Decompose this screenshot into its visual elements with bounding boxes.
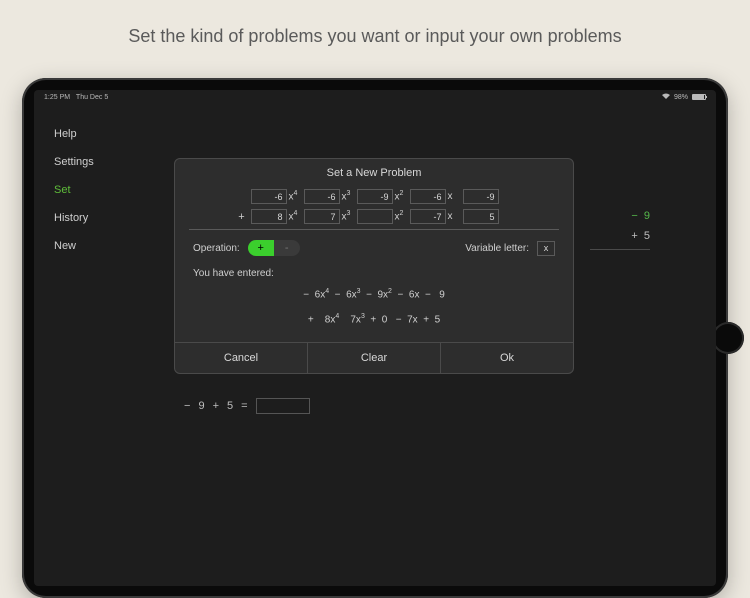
- status-date: Thu Dec 5: [76, 94, 108, 101]
- bg-rule: [590, 249, 650, 250]
- answer-input[interactable]: [256, 398, 310, 414]
- variable-input[interactable]: x: [537, 241, 555, 256]
- clear-button[interactable]: Clear: [307, 343, 440, 373]
- r1-c4[interactable]: [251, 189, 287, 204]
- sidebar-item-new[interactable]: New: [54, 240, 94, 252]
- battery-icon: [692, 94, 706, 100]
- bg-v2: 5: [644, 230, 650, 242]
- r2-c1[interactable]: [410, 209, 446, 224]
- status-time: 1:25 PM: [44, 94, 70, 101]
- polynomial-row-2: + x4 x3 x2 x: [175, 209, 573, 224]
- r1-c3[interactable]: [304, 189, 340, 204]
- dialog-buttons: Cancel Clear Ok: [175, 342, 573, 373]
- r2-c3[interactable]: [304, 209, 340, 224]
- r1-v2: x2: [395, 190, 407, 202]
- cancel-button[interactable]: Cancel: [175, 343, 307, 373]
- sidebar-item-help[interactable]: Help: [54, 128, 94, 140]
- r1-v1: x: [448, 191, 460, 202]
- entered-line1: − 6x4 − 6x3 − 9x2 − 6x − 9: [193, 283, 555, 304]
- sidebar-item-set[interactable]: Set: [54, 184, 94, 196]
- wifi-icon: [662, 93, 670, 101]
- r2-v2: x2: [395, 210, 407, 222]
- background-equation: − 9 + 5 =: [184, 398, 310, 414]
- eq-s1: −: [184, 400, 190, 412]
- r2-c4[interactable]: [251, 209, 287, 224]
- variable-label: Variable letter:: [465, 243, 529, 254]
- r2-v4: x4: [289, 210, 301, 222]
- polynomial-row-1: x4 x3 x2 x: [175, 189, 573, 204]
- r1-c0[interactable]: [463, 189, 499, 204]
- r1-v3: x3: [342, 190, 354, 202]
- dialog-rule: [189, 229, 559, 230]
- background-problem-right: − 9 + 5: [590, 206, 650, 250]
- r1-c2[interactable]: [357, 189, 393, 204]
- entered-label: You have entered:: [193, 268, 274, 279]
- sidebar-item-settings[interactable]: Settings: [54, 156, 94, 168]
- screen: 1:25 PM Thu Dec 5 98% Help Settings Set …: [34, 90, 716, 586]
- status-right: 98%: [662, 93, 706, 101]
- sidebar: Help Settings Set History New: [54, 128, 94, 252]
- banner-text: Set the kind of problems you want or inp…: [128, 26, 621, 47]
- op-plus[interactable]: +: [248, 240, 274, 256]
- status-left: 1:25 PM Thu Dec 5: [44, 94, 108, 101]
- entered-preview: You have entered: − 6x4 − 6x3 − 9x2 − 6x…: [175, 268, 573, 330]
- promo-banner: Set the kind of problems you want or inp…: [0, 0, 750, 72]
- tablet-frame: 1:25 PM Thu Dec 5 98% Help Settings Set …: [22, 78, 728, 598]
- row2-sign: +: [236, 211, 248, 223]
- bg-v1: 9: [644, 210, 650, 222]
- sidebar-item-history[interactable]: History: [54, 212, 94, 224]
- status-bar: 1:25 PM Thu Dec 5 98%: [34, 90, 716, 104]
- op-minus[interactable]: -: [274, 240, 300, 256]
- bg-sign2: +: [631, 230, 637, 242]
- eq-s2: +: [213, 400, 219, 412]
- bg-sign1: −: [631, 210, 637, 222]
- eq-eq: =: [241, 400, 247, 412]
- eq-v1: 9: [198, 400, 204, 412]
- r2-v3: x3: [342, 210, 354, 222]
- r1-c1[interactable]: [410, 189, 446, 204]
- operation-row: Operation: + - Variable letter: x: [175, 240, 573, 256]
- r2-c2[interactable]: [357, 209, 393, 224]
- r1-v4: x4: [289, 190, 301, 202]
- operation-label: Operation:: [193, 243, 240, 254]
- eq-v2: 5: [227, 400, 233, 412]
- ok-button[interactable]: Ok: [440, 343, 573, 373]
- battery-pct: 98%: [674, 94, 688, 101]
- set-problem-dialog: Set a New Problem x4 x3 x2 x + x4 x3 x2 …: [174, 158, 574, 374]
- home-button[interactable]: [712, 322, 744, 354]
- dialog-title: Set a New Problem: [175, 167, 573, 179]
- r2-v1: x: [448, 211, 460, 222]
- entered-line2: + 8x4 7x3 + 0 − 7x + 5: [193, 308, 555, 329]
- operation-toggle[interactable]: + -: [248, 240, 300, 256]
- r2-c0[interactable]: [463, 209, 499, 224]
